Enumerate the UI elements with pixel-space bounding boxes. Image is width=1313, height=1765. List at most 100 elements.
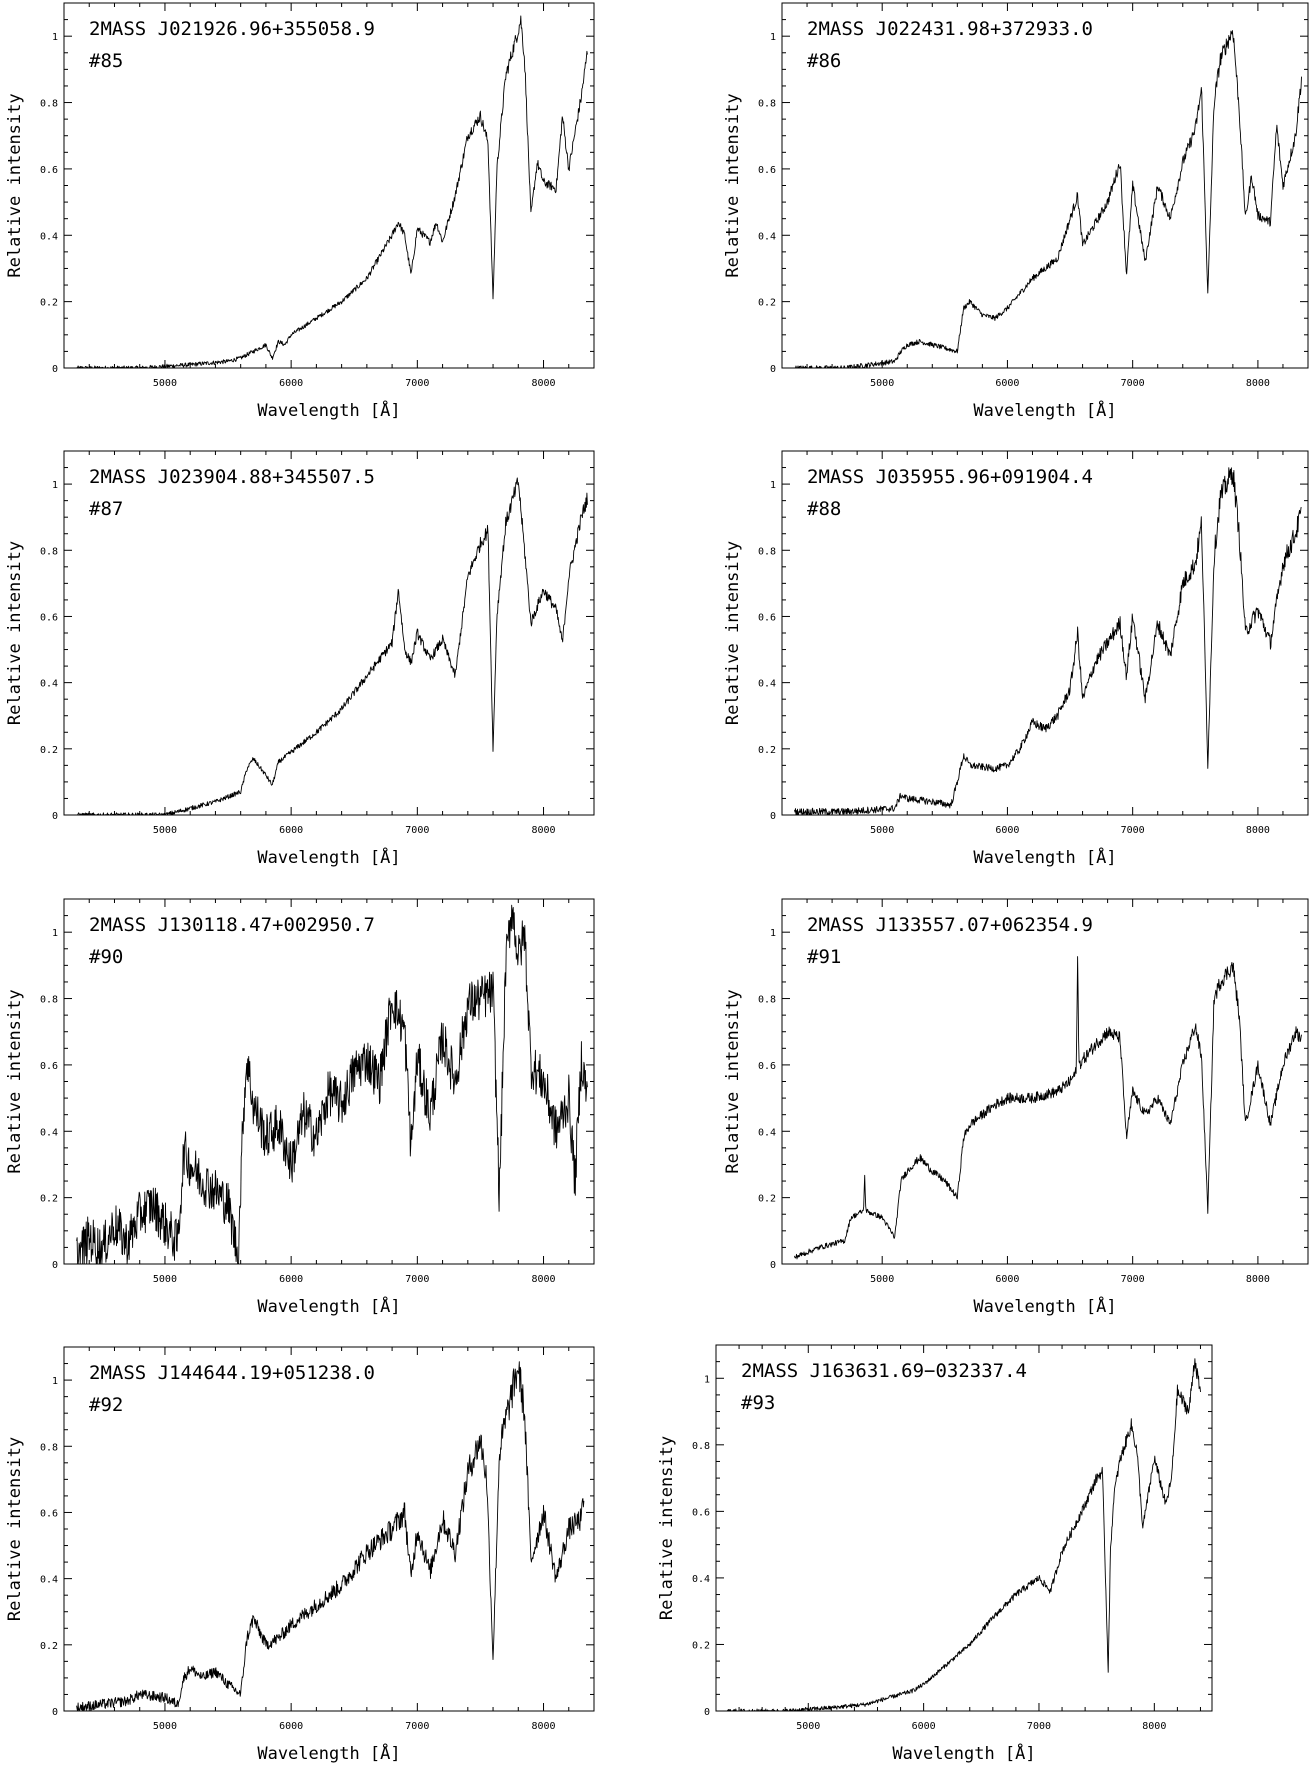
y-tick-label: 0.2 (40, 1641, 58, 1652)
y-tick-label: 0 (52, 1707, 58, 1718)
x-tick-label: 5000 (153, 1274, 177, 1285)
x-tick-label: 8000 (1246, 1274, 1270, 1285)
plot-frame (63, 2, 595, 369)
x-tick-label: 5000 (153, 378, 177, 389)
x-tick-label: 6000 (995, 825, 1019, 836)
plot-frame (63, 450, 595, 816)
spectrum-panel: 5000 6000 7000 8000 0 0.2 0.4 0.6 0.8 1 Wavelength… (723, 2, 1309, 421)
y-tick-label: 0 (770, 1260, 776, 1271)
spectrum-line (76, 1361, 585, 1712)
y-tick-label: 0 (52, 811, 58, 822)
spectrum-panel: 5000 6000 7000 8000 0 0.2 0.4 0.6 0.8 1 Wavelength… (5, 898, 595, 1317)
x-tick-label: 5000 (153, 1721, 177, 1732)
y-tick-label: 0.4 (40, 679, 58, 690)
y-tick-label: 0.2 (40, 745, 58, 756)
x-tick-label: 8000 (531, 378, 555, 389)
y-axis-label: Relative intensity (723, 93, 743, 277)
x-tick-label: 5000 (153, 825, 177, 836)
spectrum-line (76, 477, 588, 816)
x-axis-label: Wavelength [Å] (892, 1742, 1035, 1764)
x-axis-label: Wavelength [Å] (257, 1295, 400, 1317)
y-axis-label: Relative intensity (723, 989, 743, 1173)
y-tick-label: 0.8 (40, 995, 58, 1006)
x-tick-label: 6000 (279, 378, 303, 389)
plot-frame (715, 1344, 1213, 1712)
plot-frame (781, 450, 1309, 816)
y-tick-label: 0 (52, 1260, 58, 1271)
y-tick-label: 1 (52, 928, 58, 939)
spectrum-line (76, 904, 588, 1265)
y-tick-label: 0.8 (40, 1442, 58, 1453)
y-axis-label: Relative intensity (5, 1437, 25, 1621)
spectrum-panel: 5000 6000 7000 8000 0 0.2 0.4 0.6 0.8 1 Wavelength… (5, 450, 595, 868)
x-tick-label: 8000 (1246, 378, 1270, 389)
star-id: #90 (89, 946, 123, 968)
star-name: 2MASS J163631.69−032337.4 (741, 1360, 1027, 1382)
x-tick-label: 8000 (531, 825, 555, 836)
y-tick-label: 0.6 (40, 1061, 58, 1072)
y-tick-label: 0.2 (40, 298, 58, 309)
star-name: 2MASS J023904.88+345507.5 (89, 466, 375, 488)
x-tick-label: 8000 (531, 1721, 555, 1732)
x-tick-label: 7000 (1121, 825, 1145, 836)
y-tick-label: 0.2 (758, 1194, 776, 1205)
y-tick-label: 0 (52, 364, 58, 375)
y-axis-label: Relative intensity (657, 1436, 677, 1620)
y-tick-label: 0.8 (40, 546, 58, 557)
y-tick-label: 0.6 (40, 1508, 58, 1519)
star-id: #91 (807, 946, 841, 968)
x-axis-label: Wavelength [Å] (257, 399, 400, 421)
star-id: #88 (807, 498, 841, 520)
y-axis-label: Relative intensity (723, 541, 743, 725)
y-tick-label: 0.8 (40, 99, 58, 110)
x-tick-label: 5000 (796, 1721, 820, 1732)
y-tick-label: 1 (770, 32, 776, 43)
y-tick-label: 0.4 (40, 1575, 58, 1586)
spectrum-line (76, 15, 588, 369)
x-tick-label: 6000 (912, 1721, 936, 1732)
x-tick-label: 8000 (1246, 825, 1270, 836)
x-tick-label: 6000 (995, 378, 1019, 389)
star-name: 2MASS J133557.07+062354.9 (807, 914, 1093, 936)
y-tick-label: 0.6 (40, 165, 58, 176)
y-tick-label: 0.4 (40, 231, 58, 242)
x-tick-label: 7000 (1121, 378, 1145, 389)
y-tick-label: 0.4 (758, 679, 776, 690)
spectrum-line (794, 467, 1302, 816)
y-tick-label: 0.6 (758, 612, 776, 623)
star-id: #85 (89, 50, 123, 72)
x-tick-label: 6000 (995, 1274, 1019, 1285)
x-tick-label: 5000 (870, 1274, 894, 1285)
y-tick-label: 0 (770, 364, 776, 375)
y-tick-label: 1 (704, 1374, 710, 1385)
star-name: 2MASS J144644.19+051238.0 (89, 1362, 375, 1384)
y-tick-label: 0 (704, 1707, 710, 1718)
x-tick-label: 5000 (870, 825, 894, 836)
y-tick-label: 0.2 (692, 1640, 710, 1651)
x-tick-label: 7000 (405, 1721, 429, 1732)
x-tick-label: 7000 (405, 378, 429, 389)
spectrum-panel: 5000 6000 7000 8000 0 0.2 0.4 0.6 0.8 1 Wavelength… (723, 450, 1309, 868)
x-tick-label: 6000 (279, 1274, 303, 1285)
x-tick-label: 6000 (279, 825, 303, 836)
y-tick-label: 1 (52, 32, 58, 43)
y-tick-label: 0.8 (758, 99, 776, 110)
x-tick-label: 7000 (1027, 1721, 1051, 1732)
x-tick-label: 7000 (405, 825, 429, 836)
y-tick-label: 0.8 (758, 546, 776, 557)
star-id: #92 (89, 1394, 123, 1416)
x-tick-label: 6000 (279, 1721, 303, 1732)
spectrum-line (794, 30, 1302, 369)
x-axis-label: Wavelength [Å] (257, 1742, 400, 1764)
y-tick-label: 1 (770, 928, 776, 939)
star-id: #93 (741, 1392, 775, 1414)
y-axis-label: Relative intensity (5, 989, 25, 1173)
x-tick-label: 8000 (1142, 1721, 1166, 1732)
plot-frame (63, 1346, 595, 1712)
y-tick-label: 1 (52, 480, 58, 491)
y-tick-label: 0.4 (40, 1127, 58, 1138)
y-tick-label: 1 (52, 1376, 58, 1387)
y-tick-label: 0.2 (758, 745, 776, 756)
spectrum-panel: 5000 6000 7000 8000 0 0.2 0.4 0.6 0.8 1 Wavelength… (5, 1346, 595, 1764)
spectrum-panel: 5000 6000 7000 8000 0 0.2 0.4 0.6 0.8 1 Wavelength… (723, 898, 1309, 1317)
